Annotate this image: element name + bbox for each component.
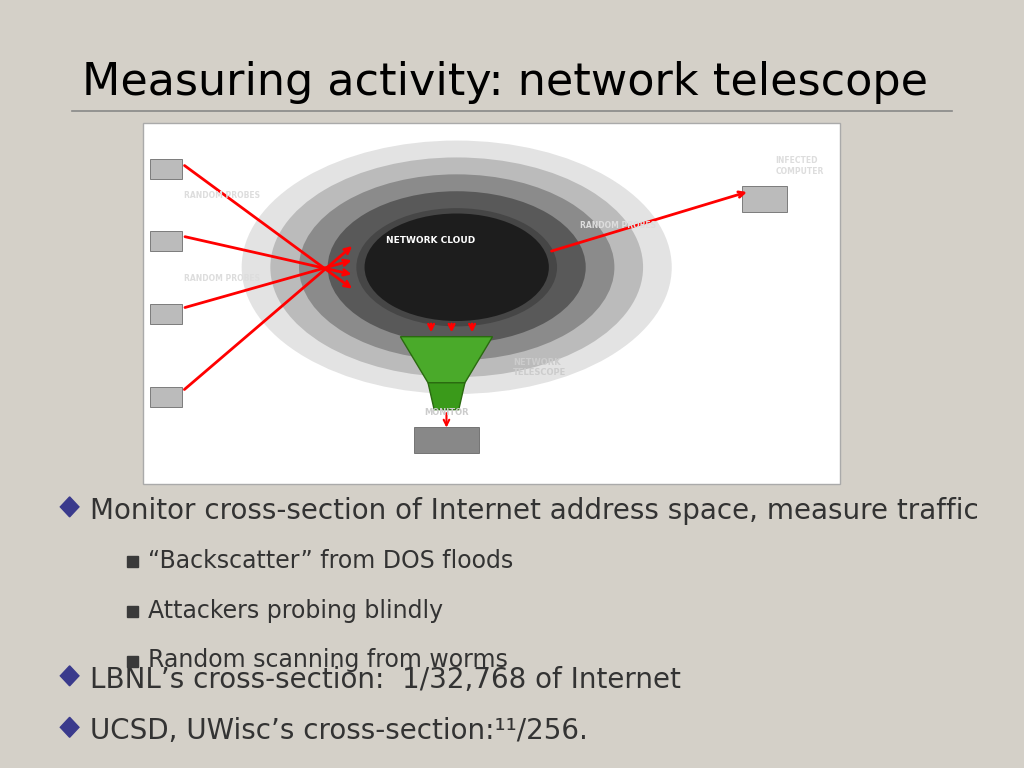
Text: Monitor cross-section of Internet address space, measure traffic: Monitor cross-section of Internet addres… <box>90 497 979 525</box>
Text: NETWORK
TELESCOPE: NETWORK TELESCOPE <box>513 358 566 377</box>
Polygon shape <box>60 666 79 686</box>
Text: RANDOM PROBES: RANDOM PROBES <box>580 220 655 230</box>
Text: Measuring activity: network telescope: Measuring activity: network telescope <box>82 61 928 104</box>
Text: Random scanning from worms: Random scanning from worms <box>148 648 508 673</box>
Text: Attackers probing blindly: Attackers probing blindly <box>148 598 443 623</box>
Polygon shape <box>60 497 79 517</box>
FancyBboxPatch shape <box>143 123 840 484</box>
Polygon shape <box>400 336 493 382</box>
FancyBboxPatch shape <box>150 387 182 407</box>
FancyBboxPatch shape <box>414 427 479 453</box>
Bar <box>127 606 138 617</box>
Polygon shape <box>60 717 79 737</box>
Text: RANDOM PROBES: RANDOM PROBES <box>184 273 260 283</box>
Text: “Backscatter” from DOS floods: “Backscatter” from DOS floods <box>148 548 514 573</box>
Text: MONITOR: MONITOR <box>424 409 469 417</box>
Ellipse shape <box>242 141 672 394</box>
Ellipse shape <box>270 157 643 377</box>
Ellipse shape <box>328 191 586 343</box>
Bar <box>127 556 138 567</box>
Ellipse shape <box>299 174 614 360</box>
FancyBboxPatch shape <box>150 231 182 251</box>
FancyBboxPatch shape <box>150 303 182 323</box>
Ellipse shape <box>365 214 549 321</box>
Bar <box>127 656 138 667</box>
Text: INFECTED
COMPUTER: INFECTED COMPUTER <box>775 157 823 176</box>
Text: RANDOM PROBES: RANDOM PROBES <box>184 190 260 200</box>
FancyBboxPatch shape <box>150 159 182 179</box>
Ellipse shape <box>356 208 557 326</box>
Polygon shape <box>428 382 465 409</box>
Text: LBNL’s cross-section:  1/32,768 of Internet: LBNL’s cross-section: 1/32,768 of Intern… <box>90 666 681 694</box>
FancyBboxPatch shape <box>742 186 787 212</box>
Text: UCSD, UWisc’s cross-section:¹¹/256.: UCSD, UWisc’s cross-section:¹¹/256. <box>90 717 588 745</box>
Text: NETWORK CLOUD: NETWORK CLOUD <box>386 236 476 245</box>
